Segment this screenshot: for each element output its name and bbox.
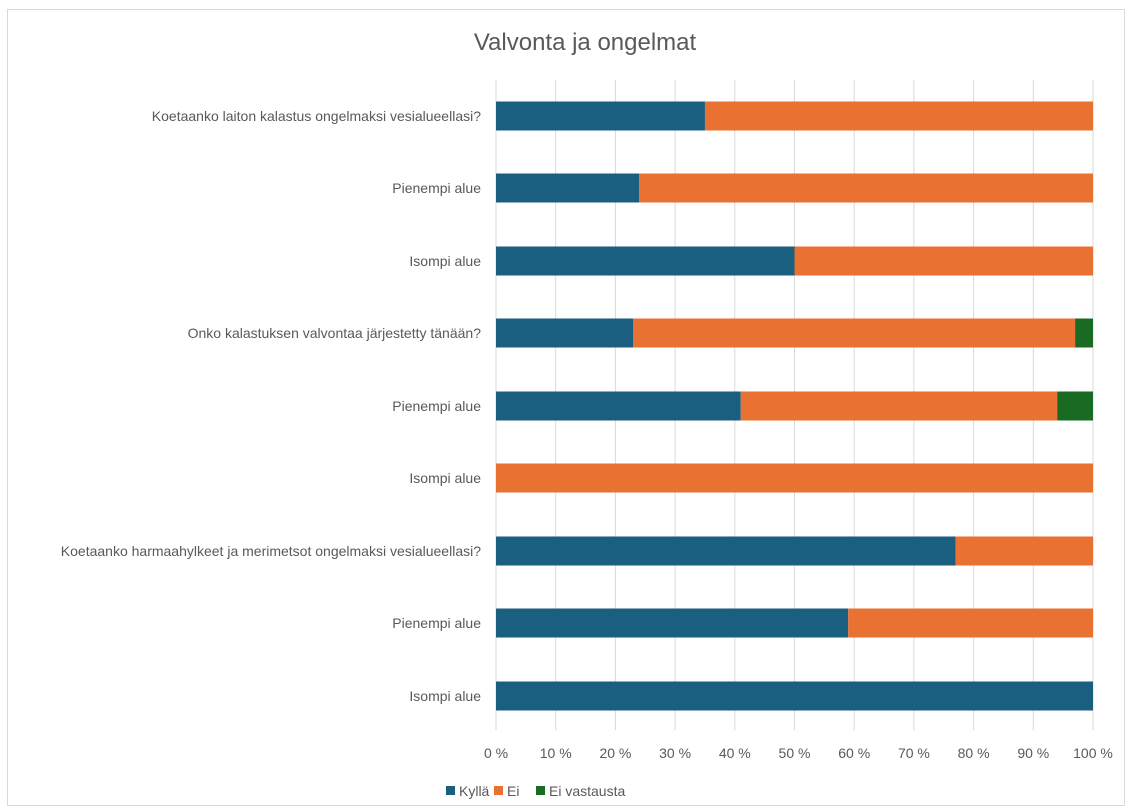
bar-segment-kyll- [496, 318, 634, 348]
legend: Kyllä Ei Ei vastausta [446, 783, 625, 799]
bar-segment-ei [639, 173, 1093, 203]
x-tick-label: 60 % [838, 745, 870, 761]
bar-segment-ei [633, 318, 1076, 348]
bar-segment-ei [704, 101, 1093, 131]
bar-segment-ei [955, 536, 1093, 566]
bar-segment-kyll- [496, 246, 795, 276]
bar-segment-ei-vastausta [1075, 318, 1093, 348]
category-labels: Koetaanko laiton kalastus ongelmaksi ves… [61, 108, 481, 704]
x-tick-label: 90 % [1017, 745, 1049, 761]
bar-segment-ei [740, 391, 1058, 421]
category-label: Koetaanko laiton kalastus ongelmaksi ves… [152, 108, 481, 124]
category-label: Koetaanko harmaahylkeet ja merimetsot on… [61, 543, 481, 559]
category-label: Isompi alue [409, 688, 481, 704]
bar-segment-ei-vastausta [1057, 391, 1093, 421]
legend-swatch [536, 786, 545, 795]
x-tick-label: 30 % [659, 745, 691, 761]
bar-segment-kyll- [496, 608, 849, 638]
bar-segment-ei [794, 246, 1093, 276]
legend-swatch [494, 786, 503, 795]
category-label: Isompi alue [409, 470, 481, 486]
bar-segment-kyll- [496, 101, 705, 131]
legend-label: Ei [507, 783, 519, 799]
bar-segment-ei [848, 608, 1093, 638]
x-tick-label: 70 % [898, 745, 930, 761]
legend-label: Kyllä [459, 783, 490, 799]
bar-segment-kyll- [496, 173, 640, 203]
category-label: Isompi alue [409, 253, 481, 269]
category-label: Pienempi alue [392, 615, 481, 631]
bar-segment-kyll- [496, 681, 1093, 711]
x-tick-label: 20 % [599, 745, 631, 761]
bar-segment-ei [496, 463, 1093, 493]
x-tick-label: 40 % [719, 745, 751, 761]
x-tick-label: 80 % [958, 745, 990, 761]
x-tick-label: 100 % [1073, 745, 1113, 761]
x-axis-tick-labels: 0 % 10 % 20 % 30 % 40 % 50 % 60 % 70 % 80 % 90 % 1… [484, 745, 1113, 761]
x-tick-label: 50 % [779, 745, 811, 761]
category-label: Onko kalastuksen valvontaa järjestetty t… [188, 325, 482, 341]
legend-swatch [446, 786, 455, 795]
category-label: Pienempi alue [392, 180, 481, 196]
chart-title: Valvonta ja ongelmat [474, 29, 697, 56]
x-tick-label: 10 % [540, 745, 572, 761]
x-tick-label: 0 % [484, 745, 508, 761]
bar-segment-kyll- [496, 536, 956, 566]
bars [496, 101, 1093, 711]
legend-label: Ei vastausta [549, 783, 625, 799]
bar-segment-kyll- [496, 391, 741, 421]
category-label: Pienempi alue [392, 398, 481, 414]
